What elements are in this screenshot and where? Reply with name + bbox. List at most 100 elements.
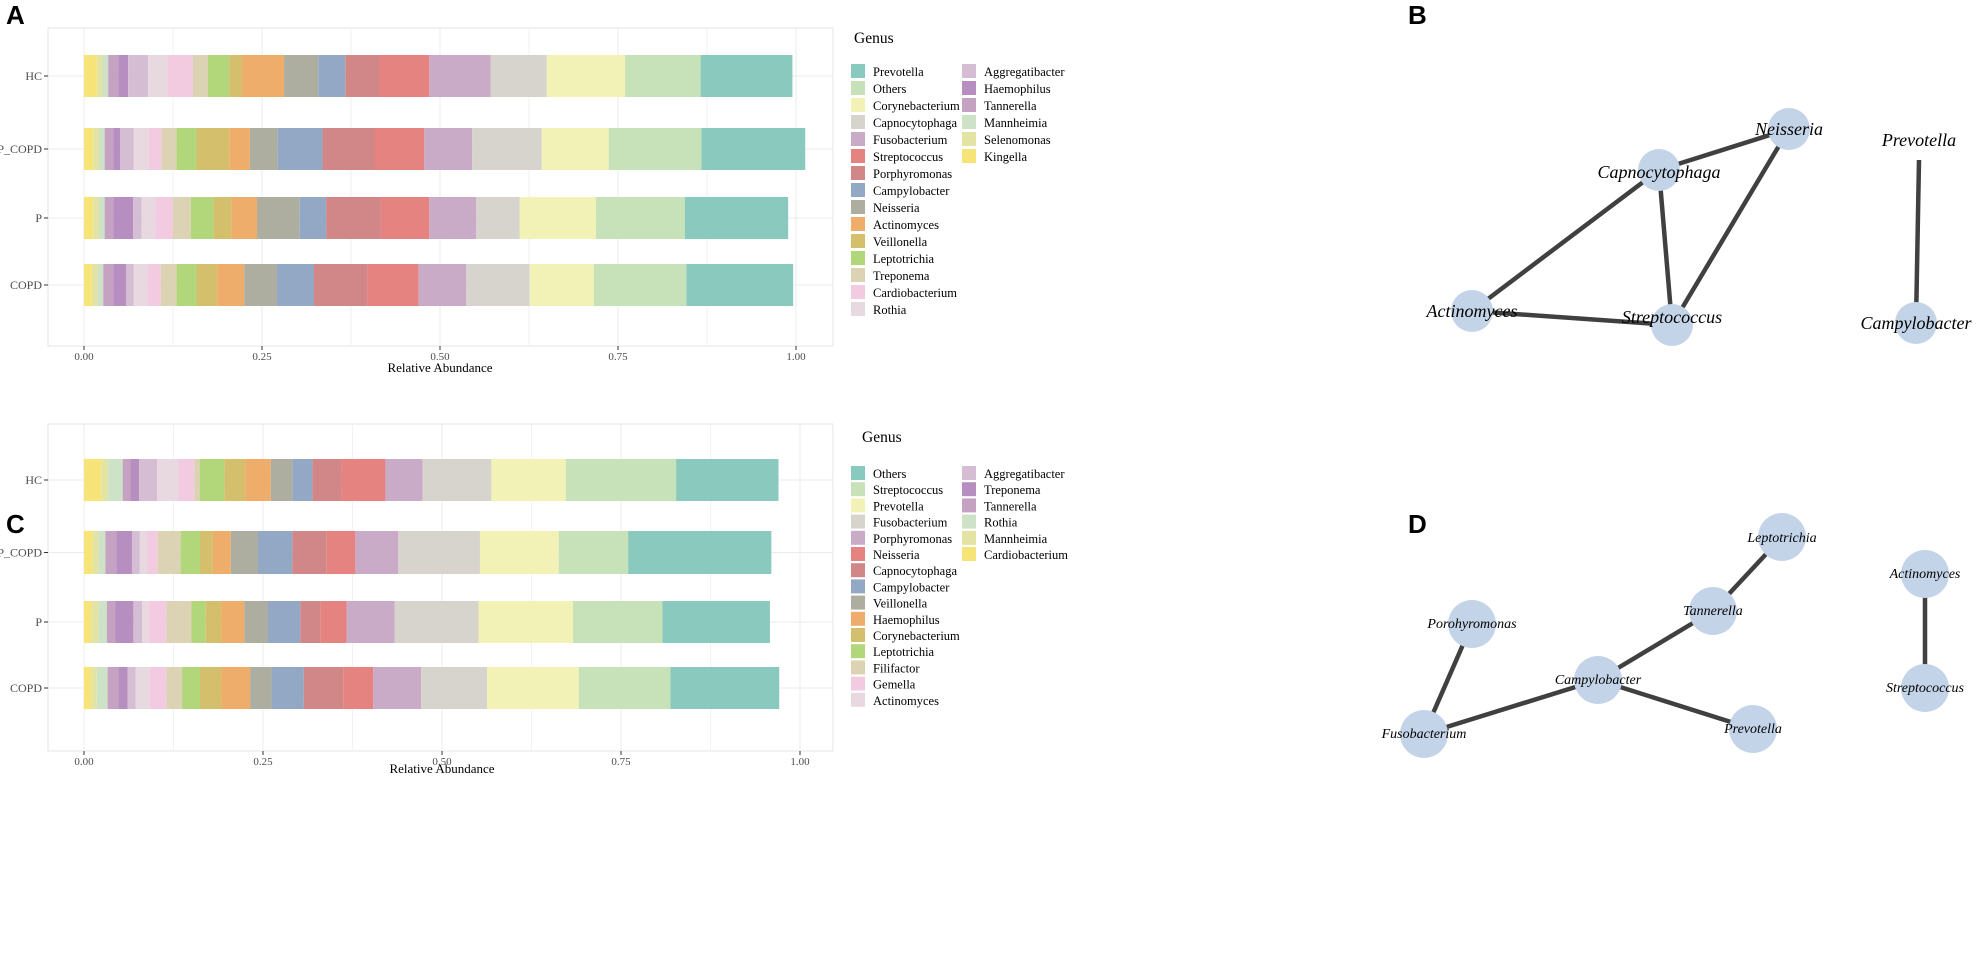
chart-c-bar-copd-actinomyces	[135, 667, 150, 709]
chart-a-bar-hc-tannerella	[108, 55, 119, 97]
chart-c-bar-p-copd-campylobacter	[257, 531, 293, 574]
chart-a-xtick-label: 0.25	[252, 351, 272, 363]
chart-c-bar-p-copd-veillonella	[230, 531, 258, 574]
chart-a-bar-hc-capnocytophaga	[490, 55, 547, 97]
chart-c-bar-hc-campylobacter	[292, 459, 313, 501]
chart-a-legend-swatch-tannerella	[962, 98, 976, 112]
chart-c-legend-swatch-streptococcus	[851, 482, 865, 497]
chart-c-bar-p-streptococcus	[573, 601, 663, 643]
chart-c-legend-swatch-others	[851, 466, 865, 480]
chart-c-xtick-label: 0.25	[253, 756, 273, 768]
chart-a-legend-swatch-kingella	[962, 149, 976, 163]
panel-label-b: B	[1408, 0, 1427, 30]
chart-a-bar-p-capnocytophaga	[476, 197, 520, 239]
chart-c-bar-p-haemophilus	[221, 601, 245, 643]
chart-c-bar-copd-gemella	[149, 667, 167, 709]
chart-a-bar-hc-mannheimia	[102, 55, 109, 97]
chart-c-legend-label-actinomyces: Actinomyces	[873, 694, 939, 708]
chart-a-xtick-label: 1.00	[786, 351, 806, 363]
chart-a-legend-label-cardiobacterium: Cardiobacterium	[873, 286, 957, 300]
chart-a-legend-label-actinomyces: Actinomyces	[873, 218, 939, 232]
chart-a-legend-swatch-fusobacterium	[851, 132, 865, 146]
chart-a-bar-copd-campylobacter	[276, 264, 314, 306]
chart-c-legend-label-aggregatibacter: Aggregatibacter	[984, 467, 1065, 481]
chart-a-bar-hc-treponema	[192, 55, 208, 97]
network-d-node-label-streptococcus: Streptococcus	[1886, 681, 1965, 696]
chart-c-ytick-copd: COPD	[10, 681, 42, 695]
network-d-node-label-prevotella: Prevotella	[1723, 722, 1782, 737]
chart-a-bar-hc-actinomyces	[242, 55, 285, 97]
chart-a-legend-label-selenomonas: Selenomonas	[984, 133, 1051, 147]
chart-c-bar-p-copd-cardiobacterium	[84, 531, 93, 574]
network-d-edge-campylobacter-prevotella	[1597, 677, 1754, 732]
chart-a-legend-swatch-campylobacter	[851, 183, 865, 197]
panel-label-c: C	[6, 509, 25, 539]
chart-c-bar-p-copd-tannerella	[105, 531, 117, 574]
chart-c-legend-label-neisseria: Neisseria	[873, 548, 920, 562]
chart-c-legend-swatch-actinomyces	[851, 692, 865, 707]
chart-c-bar-hc-fusobacterium	[422, 459, 492, 501]
chart-a-bar-p-porphyromonas	[326, 197, 381, 239]
network-b-node-label-capnocytophaga: Capnocytophaga	[1598, 162, 1721, 182]
chart-c-legend-swatch-campylobacter	[851, 579, 865, 594]
network-d-node-leptotrichia	[1758, 513, 1806, 561]
chart-a-legend-swatch-haemophilus	[962, 81, 976, 95]
chart-c-legend-swatch-leptotrichia	[851, 644, 865, 659]
chart-a-legend-label-corynebacterium: Corynebacterium	[873, 99, 960, 113]
chart-a-bar-p-others	[595, 197, 685, 239]
chart-a-bar-p-selenomonas	[93, 197, 99, 239]
chart-a-bar-p-copd-corynebacterium	[541, 128, 609, 170]
chart-c-bar-copd-filifactor	[166, 667, 183, 709]
chart-c-bar-copd-rothia	[96, 667, 108, 709]
chart-c-legend-swatch-porphyromonas	[851, 530, 865, 545]
network-d-node-prevotella	[1729, 705, 1777, 753]
chart-c-bar-copd-porphyromonas	[373, 667, 422, 709]
network-d-node-label-actinomyces: Actinomyces	[1889, 567, 1961, 582]
chart-a-bar-copd-cardiobacterium	[147, 264, 161, 306]
chart-a-bar-p-copd-tannerella	[104, 128, 114, 170]
chart-a-legend-label-mannheimia: Mannheimia	[984, 116, 1048, 130]
chart-c-legend-swatch-mannheimia	[962, 530, 976, 545]
chart-c-legend-swatch-treponema	[962, 482, 976, 497]
chart-a-bar-hc-porphyromonas	[345, 55, 380, 97]
chart-c-ytick-p: P	[35, 615, 42, 629]
chart-c-bar-copd-streptococcus	[578, 667, 671, 709]
chart-c-bar-p-copd-haemophilus	[212, 531, 231, 574]
chart-c-bar-p-copd-treponema	[116, 531, 132, 574]
chart-a-bar-p-copd-leptotrichia	[176, 128, 197, 170]
chart-a-bar-p-aggregatibacter	[133, 197, 142, 239]
network-d-node-streptococcus	[1901, 664, 1949, 712]
chart-c-bar-hc-veillonella	[270, 459, 293, 501]
chart-a-bar-copd-streptococcus	[367, 264, 419, 306]
chart-a-bar-p-kingella	[84, 197, 94, 239]
chart-c-bar-p-prevotella	[478, 601, 574, 643]
chart-c-bar-copd-mannheimia	[91, 667, 97, 709]
chart-c-bar-hc-leptotrichia	[199, 459, 225, 501]
chart-c-bar-hc-cardiobacterium	[84, 459, 102, 501]
chart-a-bar-p-treponema	[173, 197, 191, 239]
chart-a-legend-label-kingella: Kingella	[984, 150, 1027, 164]
chart-a-bar-hc-streptococcus	[379, 55, 430, 97]
chart-c-bar-p-copd-neisseria	[326, 531, 356, 574]
network-d-node-actinomyces	[1901, 550, 1949, 598]
chart-c-legend-swatch-aggregatibacter	[962, 466, 976, 480]
network-d-node-porohyromonas	[1448, 600, 1496, 648]
network-b-node-capnocytophaga	[1638, 149, 1680, 191]
network-d-node-label-tannerella: Tannerella	[1683, 604, 1743, 619]
chart-a-legend-label-capnocytophaga: Capnocytophaga	[873, 116, 957, 130]
panel-label-a: A	[6, 0, 25, 30]
chart-a-legend-swatch-corynebacterium	[851, 98, 865, 112]
chart-c-bar-p-treponema	[115, 601, 134, 643]
chart-a-legend-swatch-others	[851, 81, 865, 95]
chart-a-bar-p-actinomyces	[231, 197, 258, 239]
network-b-node-neisseria	[1768, 108, 1810, 150]
chart-a-bar-p-tannerella	[104, 197, 114, 239]
chart-c-bar-p-tannerella	[106, 601, 116, 643]
chart-a-bar-p-copd-fusobacterium	[424, 128, 473, 170]
network-b-node-actinomyces	[1451, 290, 1493, 332]
chart-a-bar-hc-leptotrichia	[207, 55, 230, 97]
chart-a-xtick-label: 0.75	[608, 351, 628, 363]
chart-c-xtick-label: 0.75	[611, 756, 631, 768]
chart-a-bar-p-copd-neisseria	[249, 128, 278, 170]
chart-a-bar-p-cardiobacterium	[155, 197, 173, 239]
